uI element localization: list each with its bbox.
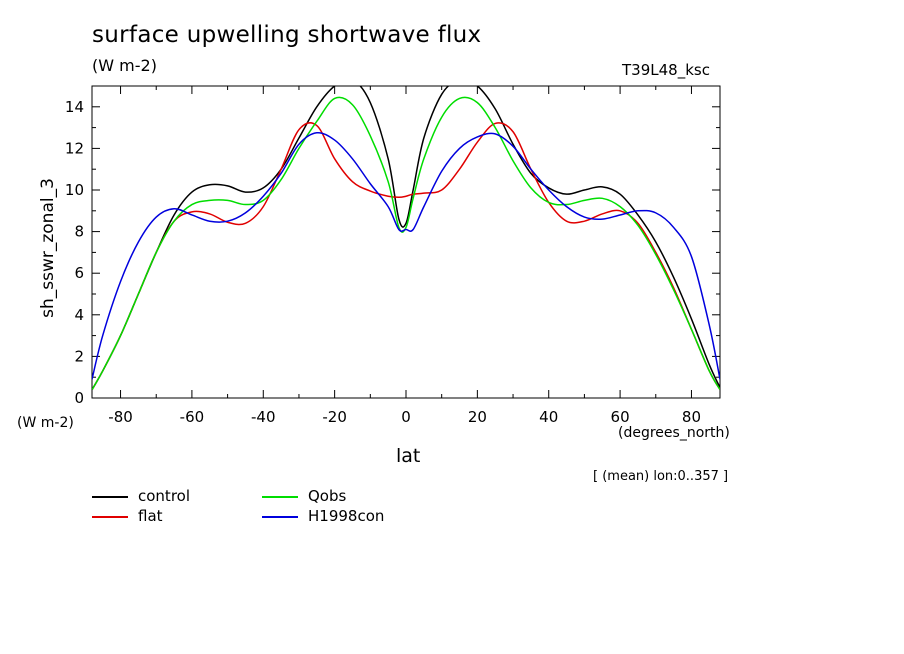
y-tick-label: 4 xyxy=(74,306,84,324)
legend-swatch xyxy=(92,496,128,498)
x-tick-label: -60 xyxy=(180,408,205,426)
y-tick-label: 10 xyxy=(65,181,84,199)
x-tick-label: 0 xyxy=(401,408,411,426)
series-line-qobs xyxy=(92,96,720,391)
series-line-control xyxy=(92,86,720,391)
x-tick-label: 80 xyxy=(682,408,701,426)
run-id-label: T39L48_ksc xyxy=(622,61,710,79)
x-tick-label: 60 xyxy=(611,408,630,426)
chart-subtitle-units: (W m-2) xyxy=(92,56,157,75)
x-axis-units: (degrees_north) xyxy=(618,425,730,441)
averaging-note: [ (mean) lon:0..357 ] xyxy=(593,469,729,484)
x-tick-label: -40 xyxy=(251,408,276,426)
plot-frame xyxy=(91,85,721,399)
x-tick-label: 20 xyxy=(468,408,487,426)
y-tick-label: 14 xyxy=(65,98,84,116)
y-axis-units: (W m-2) xyxy=(17,415,74,431)
x-tick-label: -20 xyxy=(322,408,347,426)
chart-title: surface upwelling shortwave flux xyxy=(92,22,482,48)
y-tick-label: 12 xyxy=(65,139,84,157)
y-tick-label: 2 xyxy=(74,347,84,365)
legend-swatch xyxy=(92,516,128,518)
legend-label: H1998con xyxy=(308,507,385,525)
series-line-h1998con xyxy=(92,131,720,380)
series-line-flat xyxy=(92,122,720,391)
x-axis-label: lat xyxy=(396,445,421,467)
y-tick-label: 0 xyxy=(74,389,84,407)
legend-label: flat xyxy=(138,507,163,525)
legend-swatch xyxy=(262,516,298,518)
x-tick-label: 40 xyxy=(539,408,558,426)
legend-label: Qobs xyxy=(308,487,347,505)
y-tick-label: 6 xyxy=(74,264,84,282)
y-tick-label: 8 xyxy=(74,223,84,241)
legend-swatch xyxy=(262,496,298,498)
x-tick-label: -80 xyxy=(108,408,133,426)
legend-label: control xyxy=(138,487,190,505)
